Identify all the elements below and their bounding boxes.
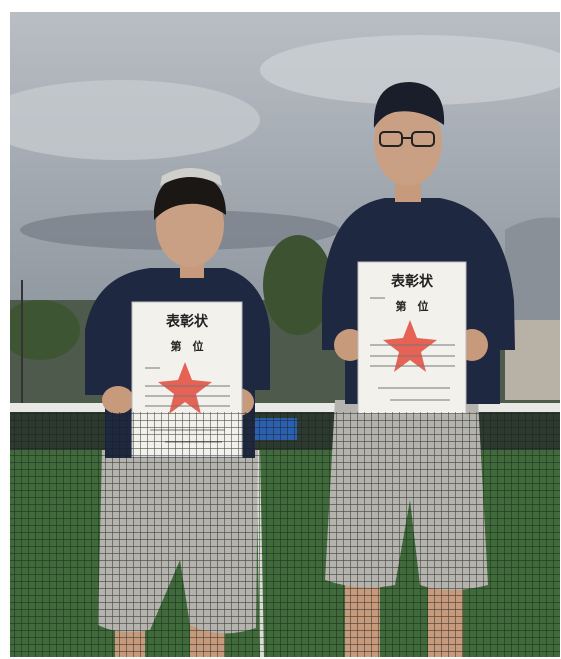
certificate-rank: 第 位 bbox=[171, 339, 204, 353]
cloud bbox=[260, 35, 560, 105]
star-sticker bbox=[383, 320, 437, 372]
scene: 表彰状 第 位 表彰状 第 位 bbox=[10, 12, 560, 657]
tree bbox=[263, 235, 333, 335]
star-sticker bbox=[158, 362, 212, 414]
net bbox=[10, 412, 560, 657]
building bbox=[505, 217, 560, 320]
certificate-right: 表彰状 第 位 bbox=[357, 261, 467, 415]
tree bbox=[10, 300, 80, 360]
certificate-title: 表彰状 bbox=[390, 273, 434, 290]
net-tape bbox=[10, 403, 560, 412]
certificate-rank: 第 位 bbox=[396, 299, 429, 313]
certificate-title: 表彰状 bbox=[165, 313, 209, 330]
cloud bbox=[10, 80, 260, 160]
